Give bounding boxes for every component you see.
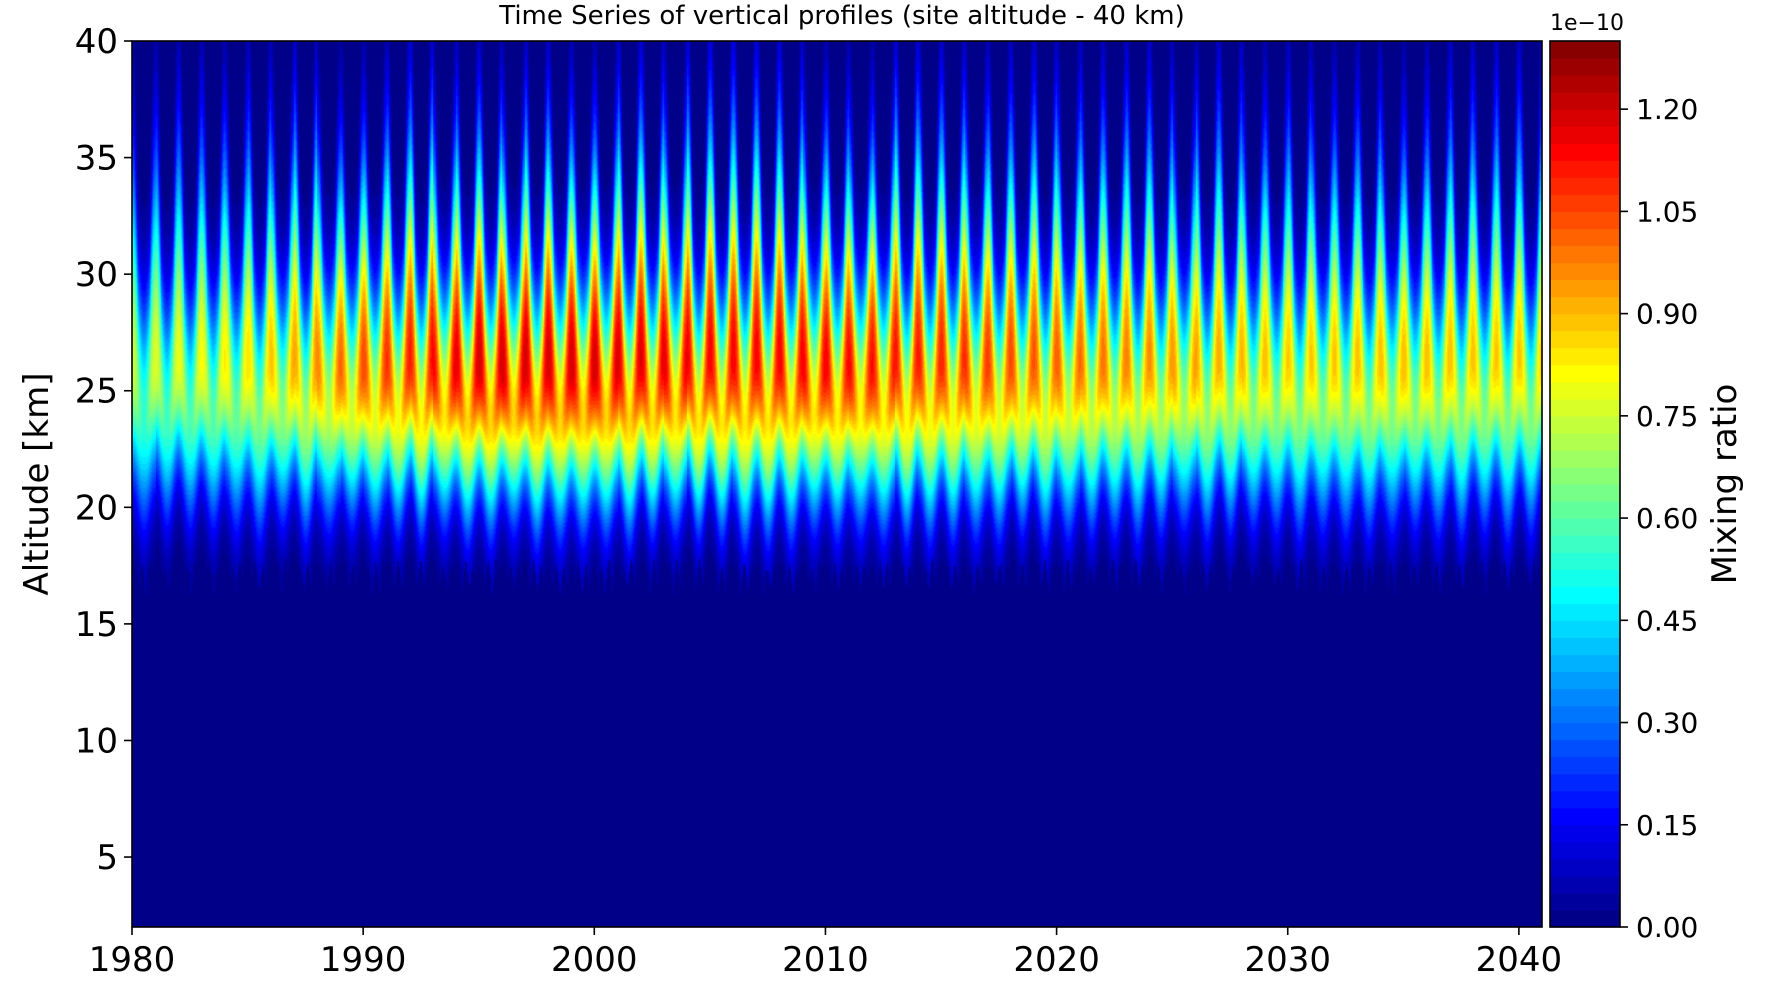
plot-frame [131, 40, 1543, 928]
colorbar-band [1550, 228, 1620, 247]
colorbar-band [1550, 466, 1620, 485]
colorbar-band [1550, 211, 1620, 230]
colorbar-band [1550, 41, 1620, 59]
colorbar-band [1550, 688, 1620, 707]
colorbar-band [1550, 58, 1620, 76]
x-tick-label: 1980 [89, 940, 176, 980]
colorbar-band [1550, 415, 1620, 434]
y-axis: 5 10 15 20 25 30 35 40 [75, 22, 132, 878]
colorbar-band [1550, 569, 1620, 587]
colorbar-band [1550, 858, 1620, 877]
y-tick-label: 25 [75, 372, 118, 412]
colorbar-band [1550, 484, 1620, 502]
colorbar-band [1550, 347, 1620, 366]
colorbar-tick-label: 0.30 [1636, 707, 1698, 740]
colorbar-band [1550, 160, 1620, 178]
colorbar-band [1550, 841, 1620, 860]
y-tick-label: 40 [75, 22, 118, 62]
colorbar-tick-label: 0.90 [1636, 298, 1698, 331]
colorbar-band [1550, 501, 1620, 519]
plot-area [131, 40, 1543, 928]
colorbar-tick-label: 0.15 [1636, 809, 1698, 842]
x-tick-label: 2040 [1476, 940, 1563, 980]
x-tick-label: 2000 [551, 940, 638, 980]
colorbar-band [1550, 279, 1620, 298]
y-tick-label: 10 [75, 721, 118, 761]
colorbar-band [1550, 143, 1620, 161]
colorbar-band [1550, 654, 1620, 673]
colorbar-band [1550, 535, 1620, 553]
colorbar-band [1550, 177, 1620, 195]
colorbar-band [1550, 552, 1620, 570]
colorbar-band [1550, 296, 1620, 315]
colorbar-band [1550, 790, 1620, 809]
colorbar-tick-label: 0.75 [1636, 400, 1698, 433]
x-axis: 1980 1990 2000 2010 2020 2030 2040 [89, 927, 1562, 980]
y-tick-label: 30 [75, 255, 118, 295]
y-tick-label: 5 [96, 838, 118, 878]
x-tick-label: 2010 [782, 940, 869, 980]
y-tick-label: 35 [75, 139, 118, 179]
colorbar-band [1550, 245, 1620, 264]
colorbar-band [1550, 739, 1620, 758]
colorbar-tick-label: 1.05 [1636, 195, 1698, 228]
colorbar-band [1550, 92, 1620, 110]
colorbar-band [1550, 909, 1620, 928]
x-tick-label: 1990 [320, 940, 407, 980]
colorbar-band [1550, 109, 1620, 127]
colorbar-tick-label: 0.00 [1636, 911, 1698, 944]
colorbar-band [1550, 756, 1620, 775]
x-tick-label: 2030 [1244, 940, 1331, 980]
y-tick-label: 15 [75, 605, 118, 645]
colorbar-band [1550, 518, 1620, 536]
colorbar-band [1550, 637, 1620, 655]
y-tick-label: 20 [75, 488, 118, 528]
colorbar-frame [1549, 40, 1621, 928]
colorbar-band [1550, 586, 1620, 604]
colorbar-band [1550, 824, 1620, 843]
heatmap-image [132, 41, 1542, 927]
colorbar-label: Mixing ratio [1705, 384, 1745, 585]
colorbar-band [1550, 330, 1620, 349]
colorbar-band [1550, 432, 1620, 451]
colorbar-band [1550, 807, 1620, 826]
colorbar-band [1550, 671, 1620, 690]
colorbar-band [1550, 126, 1620, 144]
colorbar-offset-text: 1e−10 [1550, 11, 1624, 36]
colorbar-band [1550, 364, 1620, 383]
colorbar-band [1550, 705, 1620, 724]
colorbar-band [1550, 381, 1620, 400]
colorbar: 0.00 0.15 0.30 0.45 0.60 0.75 0.90 1.05 1.20 1e−… [1549, 11, 1745, 944]
colorbar-band [1550, 603, 1620, 621]
chart-title: Time Series of vertical profiles (site a… [498, 1, 1184, 31]
colorbar-band [1550, 398, 1620, 417]
colorbar-band [1550, 75, 1620, 93]
colorbar-band [1550, 194, 1620, 212]
colorbar-band [1550, 773, 1620, 792]
colorbar-tick-label: 0.60 [1636, 502, 1698, 535]
colorbar-band [1550, 262, 1620, 281]
colorbar-band [1550, 449, 1620, 468]
colorbar-band [1550, 875, 1620, 894]
colorbar-bands [1550, 41, 1620, 928]
x-tick-label: 2020 [1013, 940, 1100, 980]
colorbar-tick-label: 1.20 [1636, 93, 1698, 126]
colorbar-band [1550, 620, 1620, 638]
y-axis-label: Altitude [km] [17, 372, 57, 595]
colorbar-band [1550, 722, 1620, 741]
colorbar-ticks: 0.00 0.15 0.30 0.45 0.60 0.75 0.90 1.05 1.20 [1620, 93, 1698, 944]
colorbar-band [1550, 892, 1620, 911]
colorbar-band [1550, 313, 1620, 332]
colorbar-tick-label: 0.45 [1636, 604, 1698, 637]
